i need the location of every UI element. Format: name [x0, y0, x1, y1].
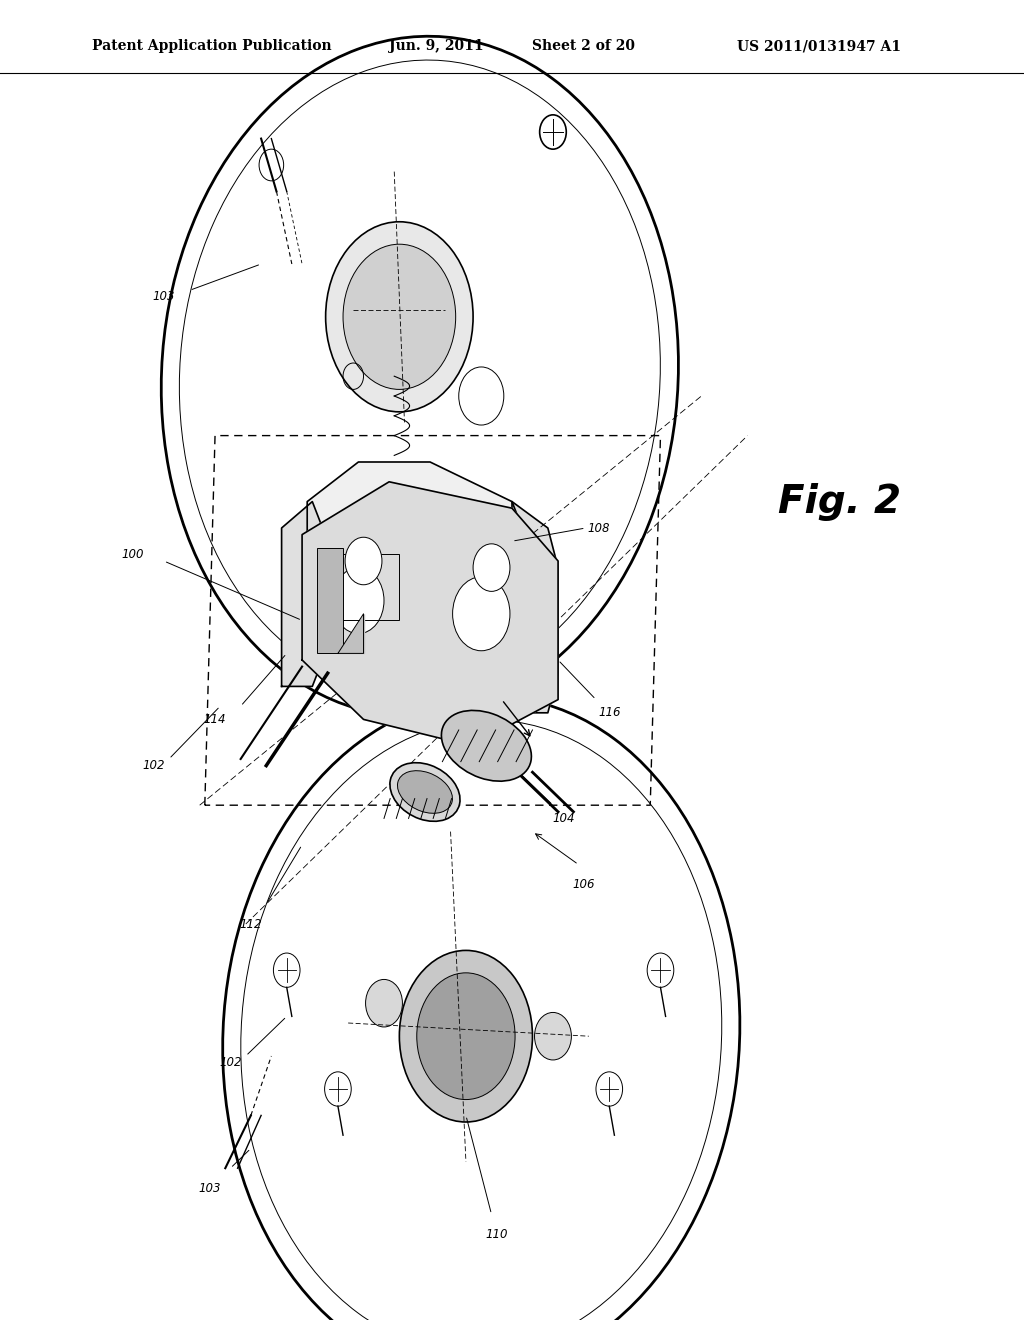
Text: 112: 112 — [240, 917, 262, 931]
Text: 104: 104 — [552, 812, 574, 825]
Circle shape — [326, 222, 473, 412]
Circle shape — [273, 953, 300, 987]
Text: 110: 110 — [485, 1228, 508, 1241]
Text: Patent Application Publication: Patent Application Publication — [92, 40, 332, 53]
Circle shape — [473, 544, 510, 591]
Circle shape — [453, 577, 510, 651]
Polygon shape — [512, 502, 558, 713]
Text: 102: 102 — [219, 1056, 242, 1069]
Text: 102: 102 — [142, 759, 165, 772]
Polygon shape — [307, 462, 532, 620]
Text: Jun. 9, 2011: Jun. 9, 2011 — [389, 40, 483, 53]
Circle shape — [333, 568, 384, 634]
Text: 106: 106 — [572, 878, 595, 891]
Text: 100: 100 — [122, 548, 144, 561]
Bar — [317, 548, 343, 653]
Text: 103: 103 — [153, 290, 175, 304]
Text: 103: 103 — [199, 1181, 221, 1195]
Polygon shape — [302, 482, 558, 746]
Circle shape — [325, 1072, 351, 1106]
Circle shape — [540, 115, 566, 149]
Text: 108: 108 — [588, 521, 610, 535]
Polygon shape — [282, 502, 323, 686]
Text: US 2011/0131947 A1: US 2011/0131947 A1 — [737, 40, 901, 53]
Ellipse shape — [441, 710, 531, 781]
Circle shape — [535, 1012, 571, 1060]
Circle shape — [259, 149, 284, 181]
Text: 114: 114 — [204, 713, 226, 726]
Text: 116: 116 — [598, 706, 621, 719]
Circle shape — [366, 979, 402, 1027]
Bar — [338, 554, 399, 620]
Circle shape — [596, 1072, 623, 1106]
Ellipse shape — [390, 763, 460, 821]
Text: Fig. 2: Fig. 2 — [778, 483, 901, 520]
Circle shape — [345, 537, 382, 585]
Circle shape — [399, 950, 532, 1122]
Circle shape — [647, 953, 674, 987]
Ellipse shape — [397, 771, 453, 813]
Polygon shape — [338, 614, 364, 653]
Circle shape — [343, 244, 456, 389]
Text: Sheet 2 of 20: Sheet 2 of 20 — [532, 40, 636, 53]
Circle shape — [417, 973, 515, 1100]
